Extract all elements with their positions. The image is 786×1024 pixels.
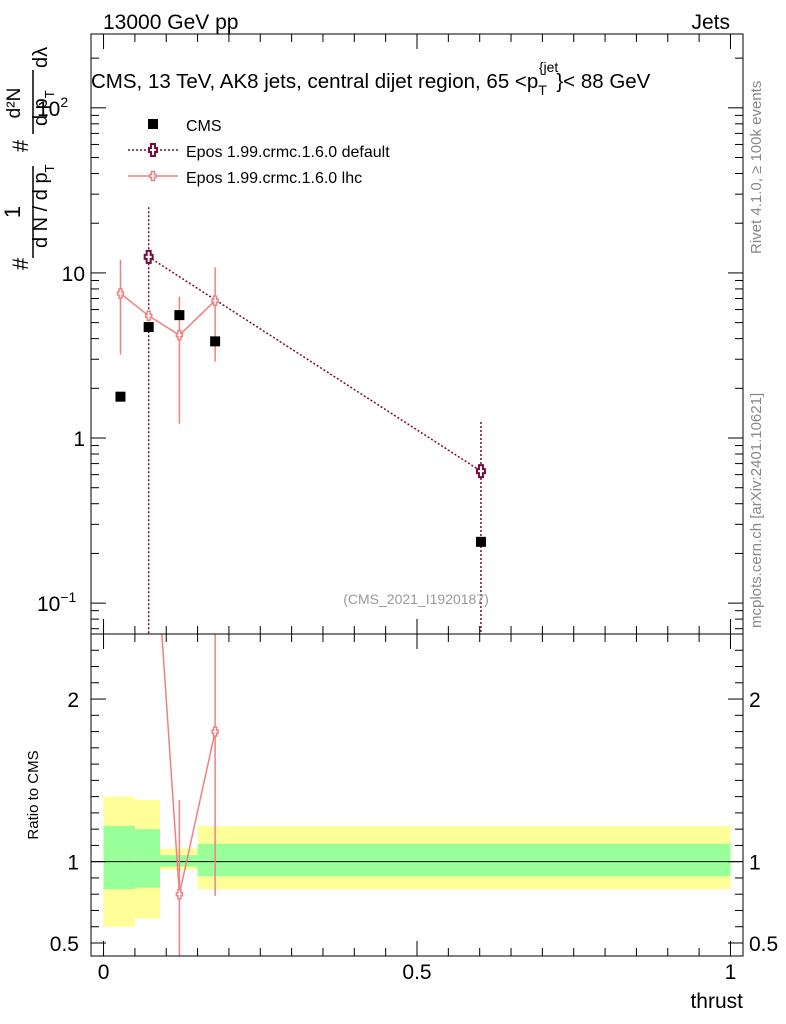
svg-text:1: 1 <box>0 206 25 218</box>
legend-label-cms: CMS <box>186 118 222 135</box>
x-tick-label: 0 <box>98 961 110 984</box>
ratio-band-inner <box>134 829 160 888</box>
legend-marker-epos-lhc <box>149 170 157 182</box>
svg-text:#: # <box>8 139 33 152</box>
ratio-point-epos-lhc <box>211 726 219 737</box>
point-cms <box>115 391 126 402</box>
main-y-tick-label: 10 <box>62 263 85 286</box>
point-epos-lhc <box>175 329 184 341</box>
svg-text:dλ: dλ <box>30 47 52 68</box>
point-cms <box>210 336 221 347</box>
ratio-y-tick-label: 0.5 <box>50 933 79 956</box>
point-epos-default <box>475 464 486 479</box>
point-epos-lhc <box>211 295 219 306</box>
main-y-tick-label: 102 <box>37 94 68 121</box>
ratio-y-tick-label: 1 <box>67 852 79 875</box>
ratio-y-axis-label: Ratio to CMS <box>25 750 42 839</box>
point-epos-default <box>143 249 154 264</box>
x-tick-label: 0.5 <box>402 961 431 984</box>
ratio-y-tick-label-right: 0.5 <box>749 933 778 956</box>
svg-text:d N / d pT: d N / d pT <box>30 164 57 248</box>
legend: CMS Epos 1.99.crmc.1.6.0 default Epos 1.… <box>128 118 390 187</box>
plot-title: CMS, 13 TeV, AK8 jets, central dijet reg… <box>91 59 651 98</box>
ratio-band-inner <box>103 825 135 890</box>
ratio-y-tick-label: 2 <box>67 689 79 712</box>
svg-text:d pT: d pT <box>30 90 57 126</box>
rivet-label: Rivet 4.1.0, ≥ 100k events <box>748 81 765 254</box>
ratio-y-tick-label-right: 1 <box>749 852 761 875</box>
point-cms <box>174 310 185 321</box>
point-cms <box>143 322 154 333</box>
main-y-tick-label: 10−1 <box>37 589 77 616</box>
point-cms <box>475 536 486 547</box>
mcplots-label: mcplots.cern.ch [arXiv:2401.10621] <box>748 393 765 628</box>
ratio-y-tick-label-right: 2 <box>749 689 761 712</box>
svg-text:d²N: d²N <box>4 88 25 119</box>
x-axis-label: thrust <box>690 990 743 1013</box>
main-y-axis-label: # 1 d N / d pT # d²N d pT dλ <box>0 47 57 270</box>
analysis-watermark: (CMS_2021_I1920187) <box>343 591 489 607</box>
legend-label-epos-lhc: Epos 1.99.crmc.1.6.0 lhc <box>186 170 362 187</box>
series-line-epos-default <box>148 256 482 472</box>
x-tick-label: 1 <box>725 961 737 984</box>
point-epos-lhc <box>144 310 153 322</box>
header-left: 13000 GeV pp <box>103 11 238 34</box>
svg-text:#: # <box>8 257 33 270</box>
legend-marker-cms <box>148 119 158 129</box>
ratio-plot-panel <box>90 633 744 957</box>
legend-label-epos-default: Epos 1.99.crmc.1.6.0 default <box>186 144 390 161</box>
header-right: Jets <box>691 11 730 34</box>
series-line-epos-lhc <box>120 292 216 337</box>
ratio-plot-frame <box>90 633 744 957</box>
ratio-band-inner <box>197 843 731 877</box>
ratio-point-epos-lhc <box>175 888 184 900</box>
main-y-tick-label: 1 <box>73 428 85 451</box>
point-epos-lhc <box>116 288 125 299</box>
legend-marker-epos-default <box>148 143 158 157</box>
